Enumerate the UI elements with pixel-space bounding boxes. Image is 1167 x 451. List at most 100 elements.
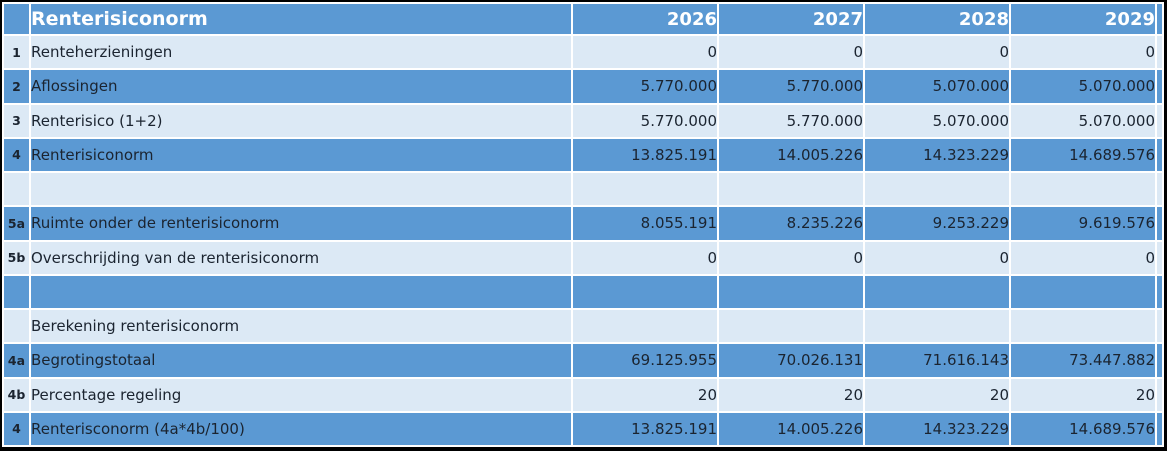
row-number-cell	[4, 173, 29, 206]
table-row: 2 Aflossingen 5.770.000 5.770.000 5.070.000 5…	[4, 70, 1162, 103]
table-row: 1 Renteherzieningen 0 0 0 0	[4, 36, 1162, 69]
header-end-spacer	[1157, 4, 1162, 34]
row-number-cell: 5b	[4, 241, 29, 274]
value-cell-2026: 69.125.955	[573, 344, 717, 377]
year-column-header-2029: 2029	[1011, 4, 1155, 34]
row-end-spacer	[1157, 173, 1162, 206]
row-label-cell	[31, 173, 571, 206]
row-number-cell: 4	[4, 138, 29, 171]
row-end-spacer	[1157, 138, 1162, 171]
value-cell-2029: 5.070.000	[1011, 104, 1155, 137]
row-end-spacer	[1157, 104, 1162, 137]
value-cell-2026: 0	[573, 241, 717, 274]
value-cell-2029: 0	[1011, 36, 1155, 69]
value-cell-2029: 5.070.000	[1011, 70, 1155, 103]
value-cell-2027: 0	[719, 241, 863, 274]
row-label-cell	[31, 275, 571, 308]
row-label-cell: Ruimte onder de renterisiconorm	[31, 207, 571, 240]
value-cell-2027: 20	[719, 378, 863, 411]
row-label-cell: Renteherzieningen	[31, 36, 571, 69]
row-end-spacer	[1157, 36, 1162, 69]
value-cell-2027: 5.770.000	[719, 70, 863, 103]
row-number-cell: 4b	[4, 378, 29, 411]
row-label-cell: Begrotingstotaal	[31, 344, 571, 377]
table-row: 5b Overschrijding van de renterisiconorm 0…	[4, 241, 1162, 274]
value-cell-2027: 0	[719, 36, 863, 69]
value-cell-2029	[1011, 310, 1155, 343]
row-end-spacer	[1157, 344, 1162, 377]
table-row: 4 Renterisiconorm 13.825.191 14.005.226 14.3…	[4, 138, 1162, 171]
value-cell-2027: 8.235.226	[719, 207, 863, 240]
row-number-cell: 4a	[4, 344, 29, 377]
value-cell-2028: 5.070.000	[865, 70, 1009, 103]
value-cell-2028: 5.070.000	[865, 104, 1009, 137]
value-cell-2028	[865, 173, 1009, 206]
table-row: 4a Begrotingstotaal 69.125.955 70.026.131 71…	[4, 344, 1162, 377]
value-cell-2029: 73.447.882	[1011, 344, 1155, 377]
table-title: Renterisiconorm	[31, 4, 571, 34]
value-cell-2027: 14.005.226	[719, 412, 863, 445]
row-label-cell: Renterisiconorm	[31, 138, 571, 171]
value-cell-2026	[573, 275, 717, 308]
table-row	[4, 275, 1162, 308]
value-cell-2026: 5.770.000	[573, 104, 717, 137]
table-row: 3 Renterisico (1+2) 5.770.000 5.770.000 5.07…	[4, 104, 1162, 137]
year-column-header-2028: 2028	[865, 4, 1009, 34]
value-cell-2028	[865, 275, 1009, 308]
value-cell-2026: 13.825.191	[573, 138, 717, 171]
row-end-spacer	[1157, 241, 1162, 274]
row-end-spacer	[1157, 412, 1162, 445]
value-cell-2029: 14.689.576	[1011, 138, 1155, 171]
row-label-cell: Aflossingen	[31, 70, 571, 103]
table-body: 1 Renteherzieningen 0 0 0 0 2 Aflossingen 5.770.…	[4, 36, 1162, 445]
row-label-cell: Percentage regeling	[31, 378, 571, 411]
row-number-cell: 2	[4, 70, 29, 103]
value-cell-2028: 20	[865, 378, 1009, 411]
row-end-spacer	[1157, 275, 1162, 308]
header-corner-cell	[4, 4, 29, 34]
table-row: 4b Percentage regeling 20 20 20 20	[4, 378, 1162, 411]
table-header-row: Renterisiconorm 2026 2027 2028 2029	[4, 4, 1162, 34]
year-column-header-2026: 2026	[573, 4, 717, 34]
value-cell-2028: 0	[865, 241, 1009, 274]
value-cell-2027: 14.005.226	[719, 138, 863, 171]
year-column-header-2027: 2027	[719, 4, 863, 34]
value-cell-2029: 0	[1011, 241, 1155, 274]
table-row	[4, 173, 1162, 206]
value-cell-2026: 5.770.000	[573, 70, 717, 103]
value-cell-2028: 71.616.143	[865, 344, 1009, 377]
value-cell-2026	[573, 173, 717, 206]
table-row: 5a Ruimte onder de renterisiconorm 8.055.1…	[4, 207, 1162, 240]
row-label-cell: Overschrijding van de renterisiconorm	[31, 241, 571, 274]
value-cell-2028: 14.323.229	[865, 138, 1009, 171]
value-cell-2029: 14.689.576	[1011, 412, 1155, 445]
value-cell-2028: 9.253.229	[865, 207, 1009, 240]
value-cell-2026: 8.055.191	[573, 207, 717, 240]
row-end-spacer	[1157, 70, 1162, 103]
row-end-spacer	[1157, 310, 1162, 343]
value-cell-2028: 14.323.229	[865, 412, 1009, 445]
table-row: 4 Renterisconorm (4a*4b/100) 13.825.191 14.…	[4, 412, 1162, 445]
value-cell-2029	[1011, 173, 1155, 206]
value-cell-2026	[573, 310, 717, 343]
row-end-spacer	[1157, 207, 1162, 240]
row-label-cell: Renterisconorm (4a*4b/100)	[31, 412, 571, 445]
row-end-spacer	[1157, 378, 1162, 411]
value-cell-2029: 9.619.576	[1011, 207, 1155, 240]
value-cell-2027	[719, 173, 863, 206]
value-cell-2026: 20	[573, 378, 717, 411]
value-cell-2027: 5.770.000	[719, 104, 863, 137]
row-number-cell	[4, 275, 29, 308]
value-cell-2028	[865, 310, 1009, 343]
value-cell-2027: 70.026.131	[719, 344, 863, 377]
table-row: Berekening renterisiconorm	[4, 310, 1162, 343]
row-number-cell: 5a	[4, 207, 29, 240]
value-cell-2029	[1011, 275, 1155, 308]
value-cell-2028: 0	[865, 36, 1009, 69]
value-cell-2027	[719, 310, 863, 343]
value-cell-2026: 0	[573, 36, 717, 69]
value-cell-2029: 20	[1011, 378, 1155, 411]
row-label-cell: Renterisico (1+2)	[31, 104, 571, 137]
